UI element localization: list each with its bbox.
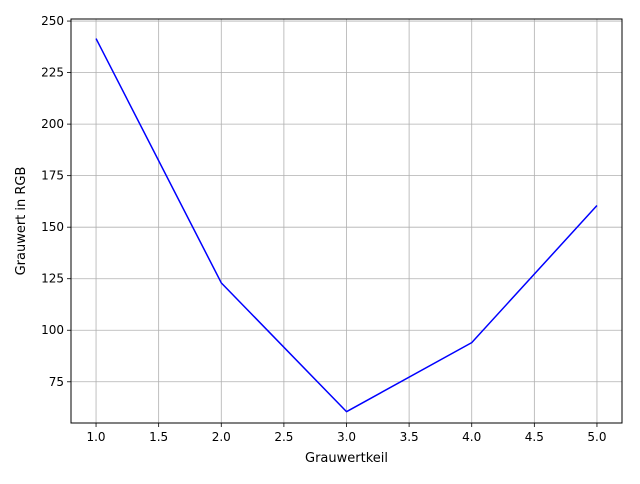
x-tick-label: 2.5 [274, 430, 293, 444]
y-axis-label: Grauwert in RGB [14, 167, 29, 276]
y-tick-label: 175 [41, 169, 64, 183]
x-tick-label: 3.5 [400, 430, 419, 444]
y-tick-label: 125 [41, 272, 64, 286]
x-tick-label: 4.5 [525, 430, 544, 444]
y-tick-label: 225 [41, 66, 64, 80]
y-tick-label: 75 [49, 375, 64, 389]
y-tick-label: 250 [41, 14, 64, 28]
x-tick-label: 1.5 [149, 430, 168, 444]
y-tick-label: 200 [41, 117, 64, 131]
x-tick-label: 2.0 [212, 430, 231, 444]
x-tick-label: 3.0 [337, 430, 356, 444]
x-axis-label: Grauwertkeil [305, 451, 388, 466]
x-tick-label: 4.0 [462, 430, 481, 444]
x-tick-label: 1.0 [86, 430, 105, 444]
grid-layer [71, 19, 622, 423]
y-tick-label: 100 [41, 323, 64, 337]
y-tick-label: 150 [41, 220, 64, 234]
x-tick-label: 5.0 [587, 430, 606, 444]
tick-layer: 1.0 1.5 2.0 2.5 3.0 3.5 4.0 4.5 5.0 75 100 125 150 17… [41, 14, 606, 444]
